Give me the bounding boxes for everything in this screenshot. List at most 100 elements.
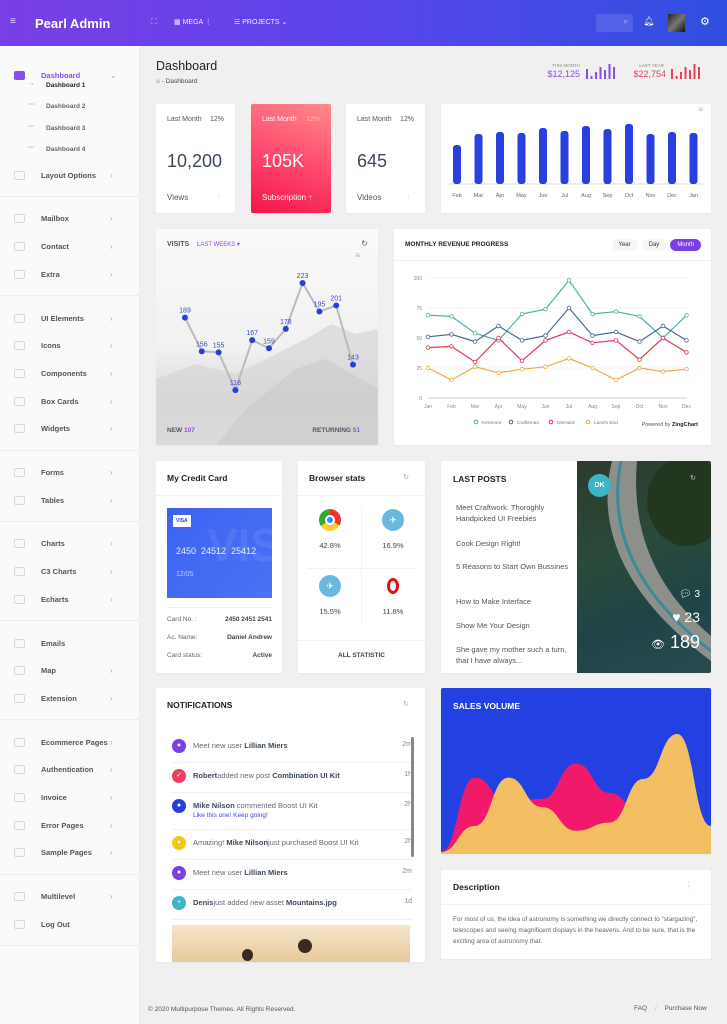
sidebar-item[interactable]: Extra › — [0, 264, 140, 284]
last-weeks-dropdown[interactable]: LAST WEEKS ▾ — [197, 242, 240, 248]
refresh-icon[interactable]: ↻ — [403, 701, 409, 708]
notification-item[interactable]: ● Amazing! Mike Nilsonjust purchased Boos… — [172, 830, 412, 860]
this-month-label: THIS MONTH — [552, 63, 580, 68]
menu-toggle-icon[interactable]: ≡ — [10, 16, 16, 27]
tab-month[interactable]: Month — [670, 239, 701, 251]
visa-logo: VISA — [173, 515, 191, 527]
home-icon[interactable]: ⌂ — [156, 78, 160, 85]
chevron-icon: › — [110, 539, 113, 549]
bar — [539, 128, 547, 184]
sidebar-item[interactable]: Invoice › — [0, 788, 140, 808]
sidebar-item[interactable]: Ecommerce Pages › — [0, 732, 140, 752]
all-statistic-button[interactable]: ALL STATISTIC — [338, 652, 385, 659]
more-options-icon[interactable]: ⋮ — [685, 881, 693, 890]
sidebar-subitem[interactable]: ··· Dashboard 4 — [28, 143, 86, 153]
data-point — [637, 314, 642, 319]
chevron-icon: › — [110, 468, 113, 477]
sidebar-item[interactable]: Charts › — [0, 534, 140, 554]
sidebar-item[interactable]: Log Out — [0, 914, 140, 934]
y-tick-label: 50 — [416, 336, 422, 342]
avatar[interactable] — [668, 14, 685, 32]
box-icon — [14, 396, 25, 406]
data-label: 155 — [213, 342, 225, 349]
search-input[interactable]: ⌕ — [596, 14, 633, 32]
search-icon[interactable]: ⌕ — [623, 17, 628, 26]
bar — [453, 145, 461, 184]
notification-item[interactable]: ● Meet new user Lillian Miers 2m — [172, 733, 412, 763]
zingchart-credit[interactable]: Powered by ZingChart — [641, 422, 698, 428]
sidebar-item[interactable]: Widgets › — [0, 419, 140, 439]
author-avatar[interactable]: DK — [588, 474, 611, 497]
sidebar-item[interactable]: Error Pages › — [0, 815, 140, 835]
fullscreen-icon[interactable]: ⛶ — [151, 17, 157, 26]
faq-link[interactable]: FAQ — [634, 1005, 648, 1012]
sidebar-item[interactable]: Mailbox › — [0, 209, 140, 229]
brand-logo[interactable]: Pearl Admin — [35, 16, 111, 31]
sidebar-subitem[interactable]: → Dashboard 1 — [28, 80, 86, 89]
post-link[interactable]: She gave my mother such a turn, that I h… — [456, 645, 567, 665]
data-point — [519, 338, 525, 343]
spark-bar — [689, 70, 691, 79]
visits-line-chart: 189 156 155 118 167 159 178 223 195 201 143 — [179, 273, 359, 394]
refresh-icon[interactable]: ↻ — [690, 475, 696, 482]
sidebar-item[interactable]: Icons › — [0, 336, 140, 356]
data-point — [316, 308, 323, 315]
gear-icon[interactable]: ⚙ — [700, 16, 710, 28]
data-point — [519, 311, 525, 317]
post-link[interactable]: How to Make Interface — [456, 597, 532, 606]
purchase-now-link[interactable]: Purchase Now — [664, 1005, 707, 1012]
bell-icon[interactable]: 🔔︎ — [643, 16, 655, 26]
legend-marker — [548, 419, 554, 425]
post-link[interactable]: 5 Reasons to Start Own Bussines — [456, 562, 569, 571]
sidebar-item[interactable]: Box Cards › — [0, 391, 140, 411]
data-point — [590, 333, 595, 338]
sidebar-item[interactable]: Components › — [0, 363, 140, 383]
projects-menu-button[interactable]: ☰ PROJECTS ⌄ — [234, 19, 288, 26]
chart-menu-icon[interactable]: ≡ — [698, 105, 703, 114]
spark-bar — [698, 67, 700, 79]
notification-item[interactable]: ✓ Robertadded new post Combination UI Kit… — [172, 763, 412, 793]
views-stat-card: Last Month 12% 10,200 Views ↑ — [156, 104, 235, 213]
sidebar-subitem[interactable]: ··· Dashboard 2 — [28, 101, 86, 111]
sidebar-subitem[interactable]: ··· Dashboard 3 — [28, 122, 86, 132]
sidebar-item[interactable]: Extension › — [0, 688, 140, 708]
description-title: Description — [453, 882, 500, 892]
sidebar-item[interactable]: Tables › — [0, 490, 140, 510]
sidebar-item[interactable]: Multilevel › — [0, 887, 140, 907]
sidebar-item[interactable]: Emails — [0, 633, 140, 653]
sidebar-item[interactable]: C3 Charts › — [0, 562, 140, 582]
table-icon — [14, 495, 25, 505]
display-icon — [14, 170, 25, 180]
data-point — [425, 345, 431, 350]
stat-percent: 12% — [399, 116, 414, 123]
videos-stat-card: Last Month 12% 645 Videos ↑ — [346, 104, 425, 213]
refresh-icon[interactable]: ↻ — [403, 474, 409, 481]
post-link[interactable]: Meet Craftwork. Thoroghly Handpicked UI … — [456, 503, 545, 523]
post-link[interactable]: Show Me Your Design — [456, 621, 530, 630]
crop-icon — [14, 313, 25, 323]
sidebar-item[interactable]: Contact › — [0, 237, 140, 257]
sidebar-item[interactable]: Dashboard ⌄ — [0, 65, 140, 85]
refresh-icon[interactable]: ↻ — [361, 239, 368, 248]
scrollbar[interactable] — [411, 737, 414, 857]
chevron-icon: › — [110, 666, 113, 676]
sidebar-item[interactable]: Authentication › — [0, 760, 140, 780]
sidebar-item[interactable]: Forms › — [0, 463, 140, 483]
series-line — [427, 279, 687, 342]
legend-marker — [473, 419, 479, 425]
bar — [560, 131, 569, 184]
post-link[interactable]: Cook Design Right! — [456, 539, 521, 548]
chart-menu-icon[interactable]: ≡ — [355, 251, 360, 260]
sidebar-item[interactable]: Sample Pages › — [0, 843, 140, 863]
tab-year[interactable]: Year — [611, 239, 638, 251]
notification-item[interactable]: ● Mike Nilson commented Boost UI Kit Like … — [172, 793, 412, 830]
sidebar-item[interactable]: UI Elements › — [0, 308, 140, 328]
sidebar-item[interactable]: Echarts › — [0, 589, 140, 609]
notification-item[interactable]: ● Meet new user Lillian Miers 2m — [172, 860, 412, 890]
sidebar-item[interactable]: Layout Options › — [0, 165, 140, 185]
mega-menu-button[interactable]: ▦ MEGA ⋮ — [174, 19, 212, 26]
x-tick-label: Nov — [646, 193, 656, 199]
notification-item[interactable]: + Denisjust added new asset Mountains.jpg… — [172, 890, 412, 920]
sidebar-item[interactable]: Map › — [0, 661, 140, 681]
tab-day[interactable]: Day — [641, 239, 667, 251]
